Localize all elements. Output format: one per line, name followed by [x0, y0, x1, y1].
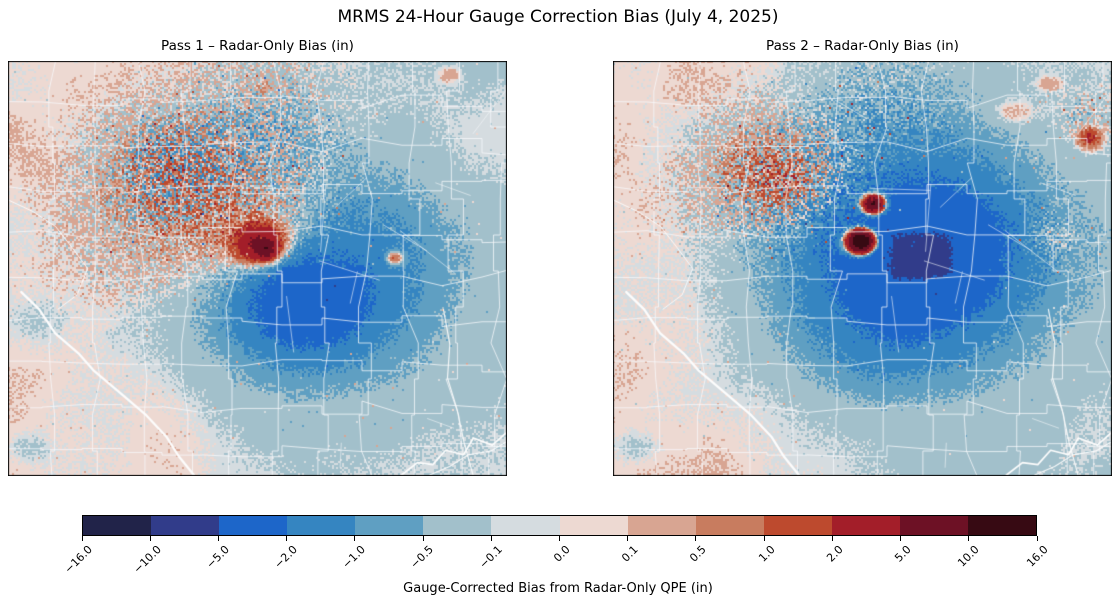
colorbar-tick-label: 0.0 [551, 543, 573, 565]
colorbar-tick-label: −5.0 [203, 543, 232, 572]
colorbar [82, 515, 1037, 536]
pass1-bias-map [8, 61, 507, 476]
colorbar-tick-label: 1.0 [755, 543, 778, 565]
colorbar-segment [968, 516, 1037, 535]
colorbar-tick-label: −0.1 [476, 543, 505, 572]
colorbar-segment [491, 516, 560, 535]
colorbar-tick-label: 2.0 [823, 543, 846, 565]
pass1-panel-title: Pass 1 – Radar-Only Bias (in) [161, 38, 354, 54]
colorbar-segment [695, 516, 764, 535]
colorbar-tick-label: −16.0 [62, 543, 96, 577]
colorbar-tickmark [831, 536, 833, 541]
colorbar-tickmark [422, 536, 424, 541]
colorbar-segment [355, 516, 424, 535]
figure-title: MRMS 24-Hour Gauge Correction Bias (July… [337, 7, 779, 27]
colorbar-tickmark [1036, 536, 1038, 541]
colorbar-tickmark [559, 536, 560, 541]
colorbar-tick-label: 16.0 [1023, 543, 1051, 570]
colorbar-tickmark [149, 536, 151, 541]
colorbar-tick-label: 10.0 [955, 543, 982, 570]
colorbar-tick-label: 0.1 [619, 543, 641, 565]
colorbar-tick-label: 0.5 [687, 543, 710, 565]
pass2-bias-map [613, 61, 1112, 476]
colorbar-tickmark [627, 536, 629, 541]
colorbar-tick-label: −10.0 [130, 543, 164, 577]
colorbar-tick-label: −1.0 [339, 543, 369, 572]
colorbar-segment [219, 516, 288, 535]
colorbar-tickmark [763, 536, 765, 541]
colorbar-segment [899, 516, 969, 535]
pass2-panel-title: Pass 2 – Radar-Only Bias (in) [766, 38, 959, 54]
colorbar-tick-label: −0.5 [408, 543, 437, 572]
colorbar-tickmark [217, 536, 219, 541]
colorbar-tickmark [490, 536, 492, 541]
colorbar-tickmark [286, 536, 288, 541]
colorbar-segment [763, 516, 832, 535]
colorbar-tick-label: 5.0 [892, 543, 914, 565]
colorbar-segment [287, 516, 356, 535]
colorbar-tickmark [81, 536, 83, 541]
colorbar-segment [423, 516, 492, 535]
colorbar-segment [559, 516, 628, 535]
colorbar-tickmark [900, 536, 902, 541]
colorbar-segment [627, 516, 696, 535]
colorbar-segment [831, 516, 900, 535]
colorbar-segment [83, 516, 152, 535]
colorbar-label: Gauge-Corrected Bias from Radar-Only QPE… [403, 581, 713, 596]
colorbar-tick-label: −2.0 [271, 543, 300, 572]
colorbar-tickmark [354, 536, 356, 541]
colorbar-tickmark [695, 536, 697, 541]
colorbar-tickmark [968, 536, 970, 541]
colorbar-segment [151, 516, 220, 535]
